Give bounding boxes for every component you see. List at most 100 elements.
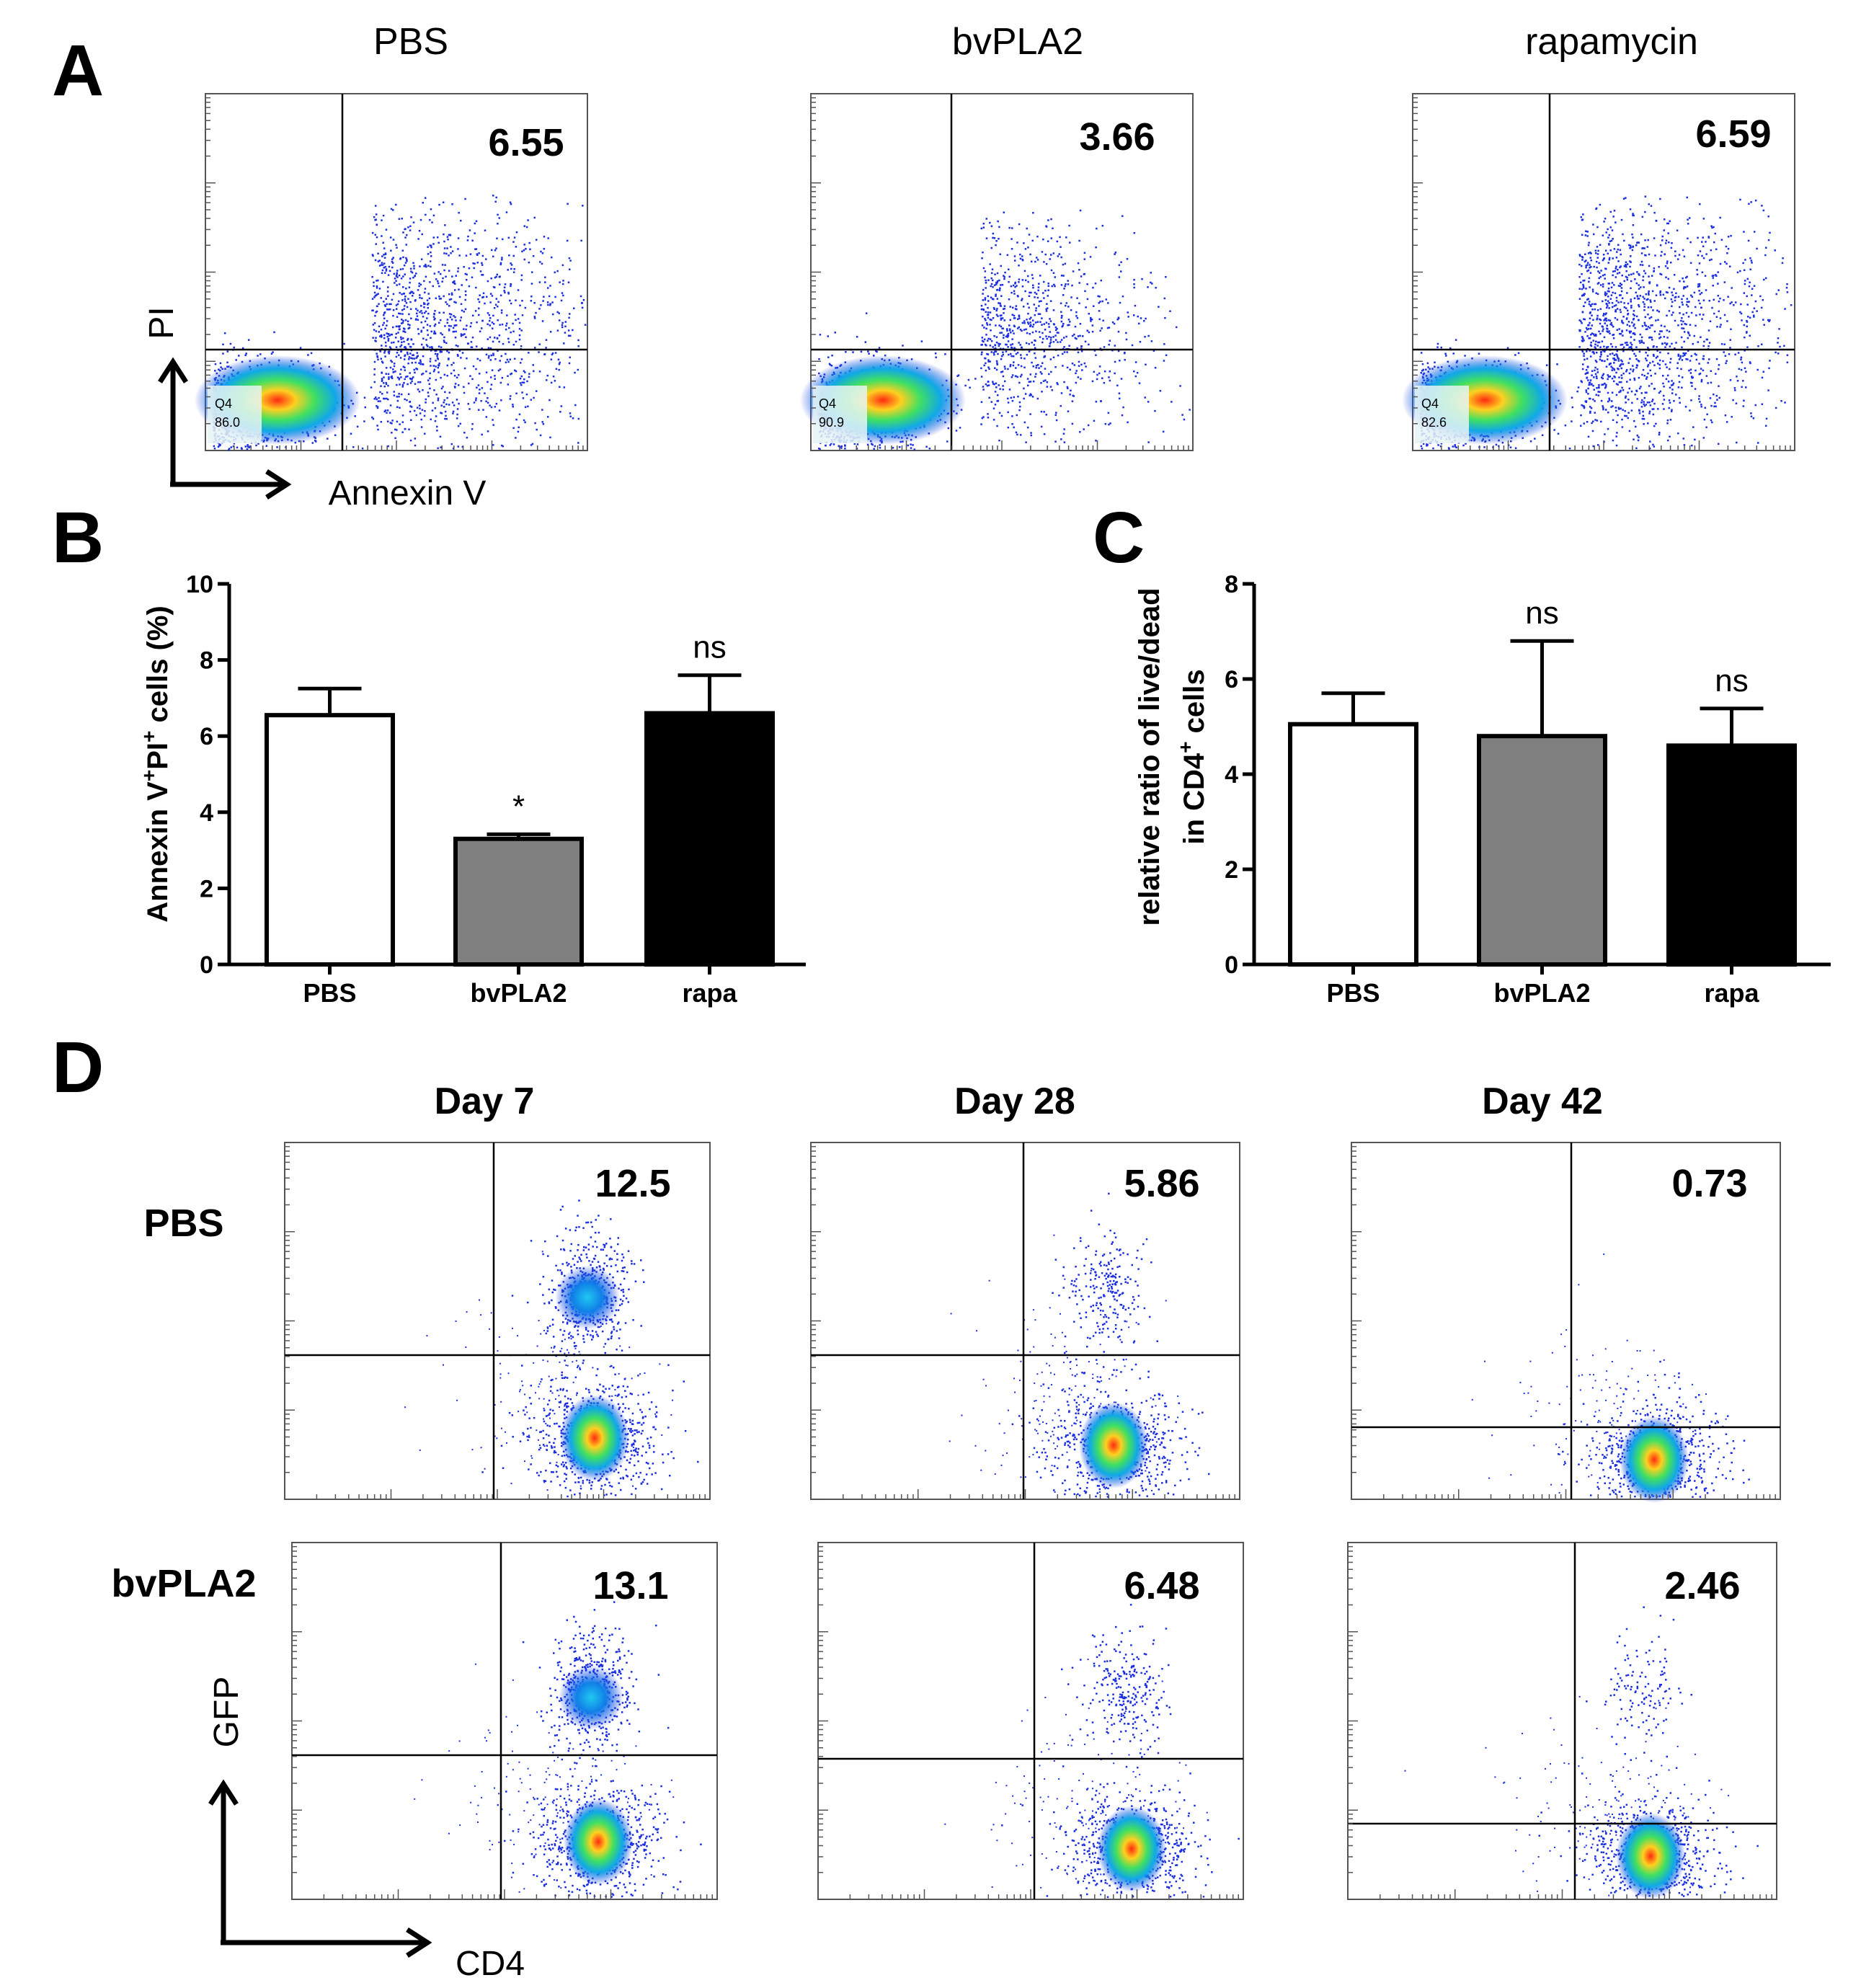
- gate-label-3: Q4: [1421, 396, 1439, 411]
- flow-density-core: [1097, 1806, 1166, 1892]
- bar-chart-c: relative ratio of live/dead in CD4+ cell…: [1134, 571, 1831, 1008]
- panel-label-c: C: [1093, 497, 1145, 578]
- bar-rapa: [644, 711, 775, 967]
- gate-label-box: [208, 386, 262, 443]
- bar-chart-b: Annexin V+PI+ cells (%) 0 2 4 6 8 10 PBS bvPLA2…: [138, 571, 806, 1008]
- flow-d-quadrant-value-1-2: 5.86: [1124, 1162, 1199, 1205]
- flow-d-column-2: Day 28: [954, 1080, 1075, 1122]
- y-tick-label: 4: [200, 799, 213, 827]
- flow-density-core: [560, 1395, 629, 1481]
- x-tick-label: bvPLA2: [470, 978, 567, 1008]
- flow-plot-d-pbs-day7: [284, 1142, 711, 1500]
- flow-d-quadrant-value-1-3: 0.73: [1671, 1162, 1747, 1205]
- panel-label-a: A: [52, 30, 104, 111]
- x-tick-label: PBS: [1326, 978, 1380, 1008]
- x-tick-label: rapa: [1704, 978, 1759, 1008]
- gate-value-1: 86.0: [215, 415, 240, 430]
- flow-plot-frame: [817, 1542, 1244, 1900]
- flow-axis-ticks: [1412, 97, 1791, 451]
- flow-density-core: [1620, 1416, 1689, 1503]
- y-tick-label: 6: [1225, 666, 1238, 693]
- axis-arrows-d: [208, 1779, 432, 1958]
- x-tick-label: bvPLA2: [1493, 978, 1590, 1008]
- bar-c-ylabel-line1: relative ratio of live/dead: [1134, 587, 1165, 926]
- flow-a-quadrant-value-2: 3.66: [1079, 115, 1155, 159]
- flow-a-ylabel: PI: [143, 306, 181, 339]
- flow-plot-a-bvpla2: [800, 93, 1194, 451]
- panel-a: PBS bvPLA2 rapamycin 6.55 3.66 6.59 Q4 8…: [143, 21, 1795, 512]
- bar-bvPLA2: [453, 836, 584, 967]
- flow-density-core: [1616, 1813, 1685, 1899]
- flow-d-xlabel: CD4: [456, 1945, 525, 1983]
- flow-axis-ticks: [284, 1145, 706, 1500]
- x-tick-label: rapa: [682, 978, 737, 1008]
- flow-d-quadrant-value-2-3: 2.46: [1664, 1564, 1740, 1607]
- flow-axis-ticks: [810, 1145, 1235, 1500]
- y-tick-label: 4: [1225, 761, 1238, 789]
- flow-axis-ticks: [817, 1545, 1240, 1900]
- flow-a-xlabel: Annexin V: [329, 474, 487, 512]
- arrow-d-vertical-head: [208, 1779, 239, 1806]
- bar-bvPLA2: [1477, 734, 1607, 967]
- flow-a-quadrant-value-1: 6.55: [488, 121, 564, 164]
- significance-label: ns: [693, 630, 726, 665]
- gate-value-2: 90.9: [819, 415, 844, 430]
- flow-axis-ticks: [205, 97, 584, 451]
- flow-d-column-1: Day 7: [435, 1080, 535, 1122]
- flow-d-row-1: PBS: [143, 1202, 223, 1245]
- flow-plot-frame: [1351, 1142, 1781, 1500]
- flow-density-top: [555, 1265, 620, 1330]
- flow-plot-frame: [810, 1142, 1240, 1500]
- bar-c-ylabel-line2: in CD4+ cells: [1174, 669, 1210, 844]
- flow-d-ylabel: GFP: [208, 1677, 246, 1748]
- arrow-a-vertical-head: [158, 357, 188, 383]
- flow-plot-d-bvpla2-day42: [1347, 1542, 1777, 1900]
- flow-a-title-2: bvPLA2: [952, 21, 1083, 63]
- y-tick-label: 6: [200, 723, 213, 750]
- panel-label-b: B: [52, 497, 104, 578]
- y-tick-label: 2: [1225, 856, 1238, 884]
- y-tick-label: 0: [200, 951, 213, 979]
- y-tick-label: 10: [186, 571, 213, 598]
- panel-d: Day 7 Day 28 Day 42 PBS bvPLA2 12.5 5.86…: [111, 1080, 1781, 1983]
- bar-rapa: [1666, 743, 1797, 967]
- x-tick-label: PBS: [303, 978, 356, 1008]
- significance-label: *: [512, 789, 525, 824]
- flow-plot-frame: [1347, 1542, 1777, 1900]
- gate-label-box: [813, 386, 867, 443]
- flow-density-top: [559, 1665, 623, 1730]
- y-tick-label: 0: [1225, 951, 1238, 979]
- gate-value-3: 82.6: [1421, 415, 1447, 430]
- panel-label-d: D: [52, 1027, 104, 1108]
- arrow-d-horizontal-head: [406, 1927, 432, 1958]
- gate-label-2: Q4: [819, 396, 836, 411]
- y-tick-label: 8: [1225, 571, 1238, 598]
- flow-plot-d-bvpla2-day28: [817, 1542, 1244, 1900]
- flow-axis-ticks: [1347, 1545, 1772, 1900]
- arrow-a-horizontal-head: [265, 469, 292, 500]
- flow-d-row-2: bvPLA2: [111, 1562, 256, 1605]
- y-tick-label: 2: [200, 875, 213, 902]
- flow-plot-a-pbs: [195, 93, 588, 451]
- flow-d-column-3: Day 42: [1482, 1080, 1603, 1122]
- flow-d-quadrant-value-1-1: 12.5: [595, 1162, 670, 1205]
- flow-axis-ticks: [291, 1545, 714, 1900]
- flow-a-title-3: rapamycin: [1525, 21, 1698, 63]
- axis-arrows-a: [158, 357, 292, 500]
- flow-a-title-1: PBS: [373, 21, 448, 63]
- bar-PBS: [1288, 722, 1418, 967]
- gate-label-1: Q4: [215, 396, 232, 411]
- flow-a-quadrant-value-3: 6.59: [1695, 112, 1771, 156]
- bar-b-ylabel: Annexin V+PI+ cells (%): [138, 605, 174, 923]
- flow-d-quadrant-value-2-1: 13.1: [592, 1564, 668, 1607]
- significance-label: ns: [1525, 595, 1558, 631]
- bar-PBS: [265, 713, 395, 967]
- flow-density-core: [564, 1798, 633, 1885]
- y-tick-label: 8: [200, 647, 213, 675]
- significance-label: ns: [1715, 663, 1748, 698]
- flow-density-core: [1079, 1402, 1148, 1488]
- gate-label-box: [1415, 386, 1469, 443]
- flow-d-quadrant-value-2-2: 6.48: [1124, 1564, 1199, 1607]
- flow-plot-d-bvpla2-day7: [291, 1542, 718, 1900]
